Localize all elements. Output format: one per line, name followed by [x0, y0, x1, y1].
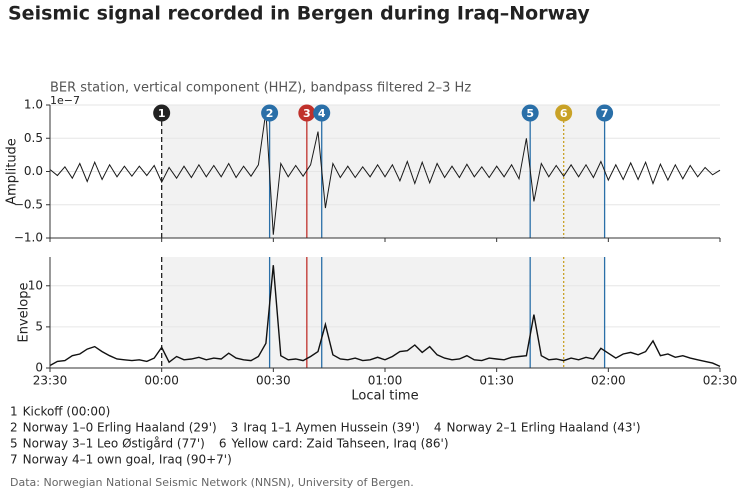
y-tick-label: −1.0: [14, 231, 43, 245]
source: Data: Norwegian National Seismic Network…: [10, 476, 414, 489]
x-tick-label: 01:30: [479, 374, 514, 388]
envelope-line: [49, 265, 721, 368]
legend-number: 5: [10, 437, 18, 451]
event-marker: [298, 104, 316, 122]
offset-label: 1e−7: [50, 94, 80, 107]
event-number: 3: [303, 107, 311, 120]
y-axis-label: Envelope: [17, 283, 32, 343]
legend-number: 1: [10, 405, 18, 419]
x-tick-label: 02:00: [591, 374, 626, 388]
chart-subtitle: BER station, vertical component (HHZ), b…: [50, 81, 471, 96]
event-marker: [261, 104, 279, 122]
legend-number: 4: [434, 421, 442, 435]
y-tick-label: 0: [35, 361, 43, 375]
x-tick-label: 00:00: [144, 374, 179, 388]
event-number: 7: [601, 107, 609, 120]
legend-description: Norway 2–1 Erling Haaland (43'): [446, 421, 640, 435]
x-tick-label: 23:30: [33, 374, 68, 388]
legend-description: Iraq 1–1 Aymen Hussein (39'): [243, 421, 420, 435]
event-marker: [313, 104, 331, 122]
legend-description: Yellow card: Zaid Tahseen, Iraq (86'): [231, 437, 449, 451]
x-tick-label: 01:00: [368, 374, 403, 388]
legend-number: 7: [10, 453, 18, 467]
y-tick-label: −0.5: [14, 197, 43, 211]
event-number: 5: [526, 107, 534, 120]
y-tick-label: 0.5: [24, 131, 43, 145]
legend-description: Norway 1–0 Erling Haaland (29'): [23, 421, 217, 435]
match-shading: [161, 257, 605, 368]
event-marker: [555, 104, 573, 122]
legend-description: Norway 4–1 own goal, Iraq (90+7'): [23, 453, 232, 467]
y-tick-label: 1.0: [24, 98, 43, 112]
event-number: 6: [560, 107, 568, 120]
y-tick-label: 5: [35, 319, 43, 333]
event-number: 2: [266, 107, 274, 120]
legend-number: 2: [10, 421, 18, 435]
x-tick-label: 00:30: [256, 374, 291, 388]
chart-title: Seismic signal recorded in Bergen during…: [8, 3, 590, 25]
legend-description: Norway 3–1 Leo Østigård (77'): [23, 437, 205, 451]
event-number: 4: [318, 107, 326, 120]
event-marker: [521, 104, 539, 122]
y-axis-label: Amplitude: [5, 138, 20, 205]
legend-number: 3: [231, 421, 239, 435]
legend-description: Kickoff (00:00): [23, 405, 111, 419]
y-tick-label: 0.0: [24, 164, 43, 178]
amplitude-line: [49, 111, 721, 235]
event-number: 1: [158, 107, 166, 120]
event-marker: [153, 104, 171, 122]
event-marker: [596, 104, 614, 122]
x-tick-label: 02:30: [703, 374, 738, 388]
legend-number: 6: [219, 437, 227, 451]
y-tick-label: 10: [28, 278, 43, 292]
x-axis-label: Local time: [351, 389, 418, 404]
